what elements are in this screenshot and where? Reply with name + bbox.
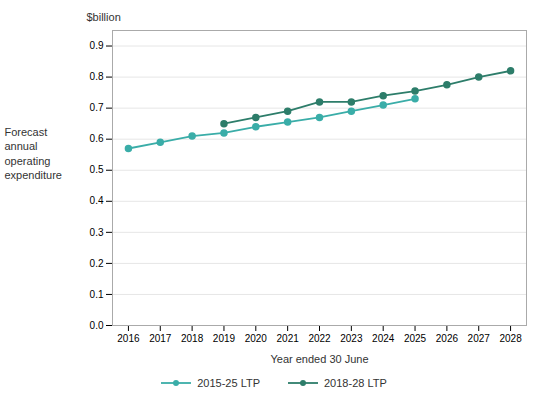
svg-text:0.2: 0.2 — [90, 258, 104, 269]
svg-text:2016: 2016 — [117, 333, 140, 344]
svg-text:0.7: 0.7 — [90, 102, 104, 113]
svg-text:2025: 2025 — [404, 333, 427, 344]
svg-text:0.3: 0.3 — [90, 227, 104, 238]
svg-text:2023: 2023 — [340, 333, 363, 344]
svg-text:0.1: 0.1 — [90, 289, 104, 300]
svg-text:0.5: 0.5 — [90, 164, 104, 175]
svg-text:2019: 2019 — [213, 333, 236, 344]
svg-text:2021: 2021 — [277, 333, 300, 344]
svg-text:0.8: 0.8 — [90, 71, 104, 82]
svg-text:0.0: 0.0 — [90, 320, 104, 331]
html-text:2018-28 LTP: 2018-28 LTP — [324, 377, 387, 389]
svg-text:2024: 2024 — [372, 333, 395, 344]
svg-text:2026: 2026 — [436, 333, 459, 344]
svg-text:Forecastannualoperatingexpendi: Forecastannualoperatingexpenditure — [5, 126, 63, 181]
svg-text:0.4: 0.4 — [90, 195, 104, 206]
svg-text:2017: 2017 — [149, 333, 172, 344]
svg-text:0.9: 0.9 — [90, 40, 104, 51]
svg-text:2020: 2020 — [245, 333, 268, 344]
svg-text:2027: 2027 — [468, 333, 491, 344]
svg-text:2028: 2028 — [499, 333, 522, 344]
html-text:2015-25 LTP: 2015-25 LTP — [197, 377, 260, 389]
svg-text:0.6: 0.6 — [90, 133, 104, 144]
svg-text:$billion: $billion — [87, 11, 121, 23]
svg-text:Year ended 30 June: Year ended 30 June — [270, 353, 368, 365]
svg-text:2018: 2018 — [181, 333, 204, 344]
svg-text:2022: 2022 — [308, 333, 331, 344]
